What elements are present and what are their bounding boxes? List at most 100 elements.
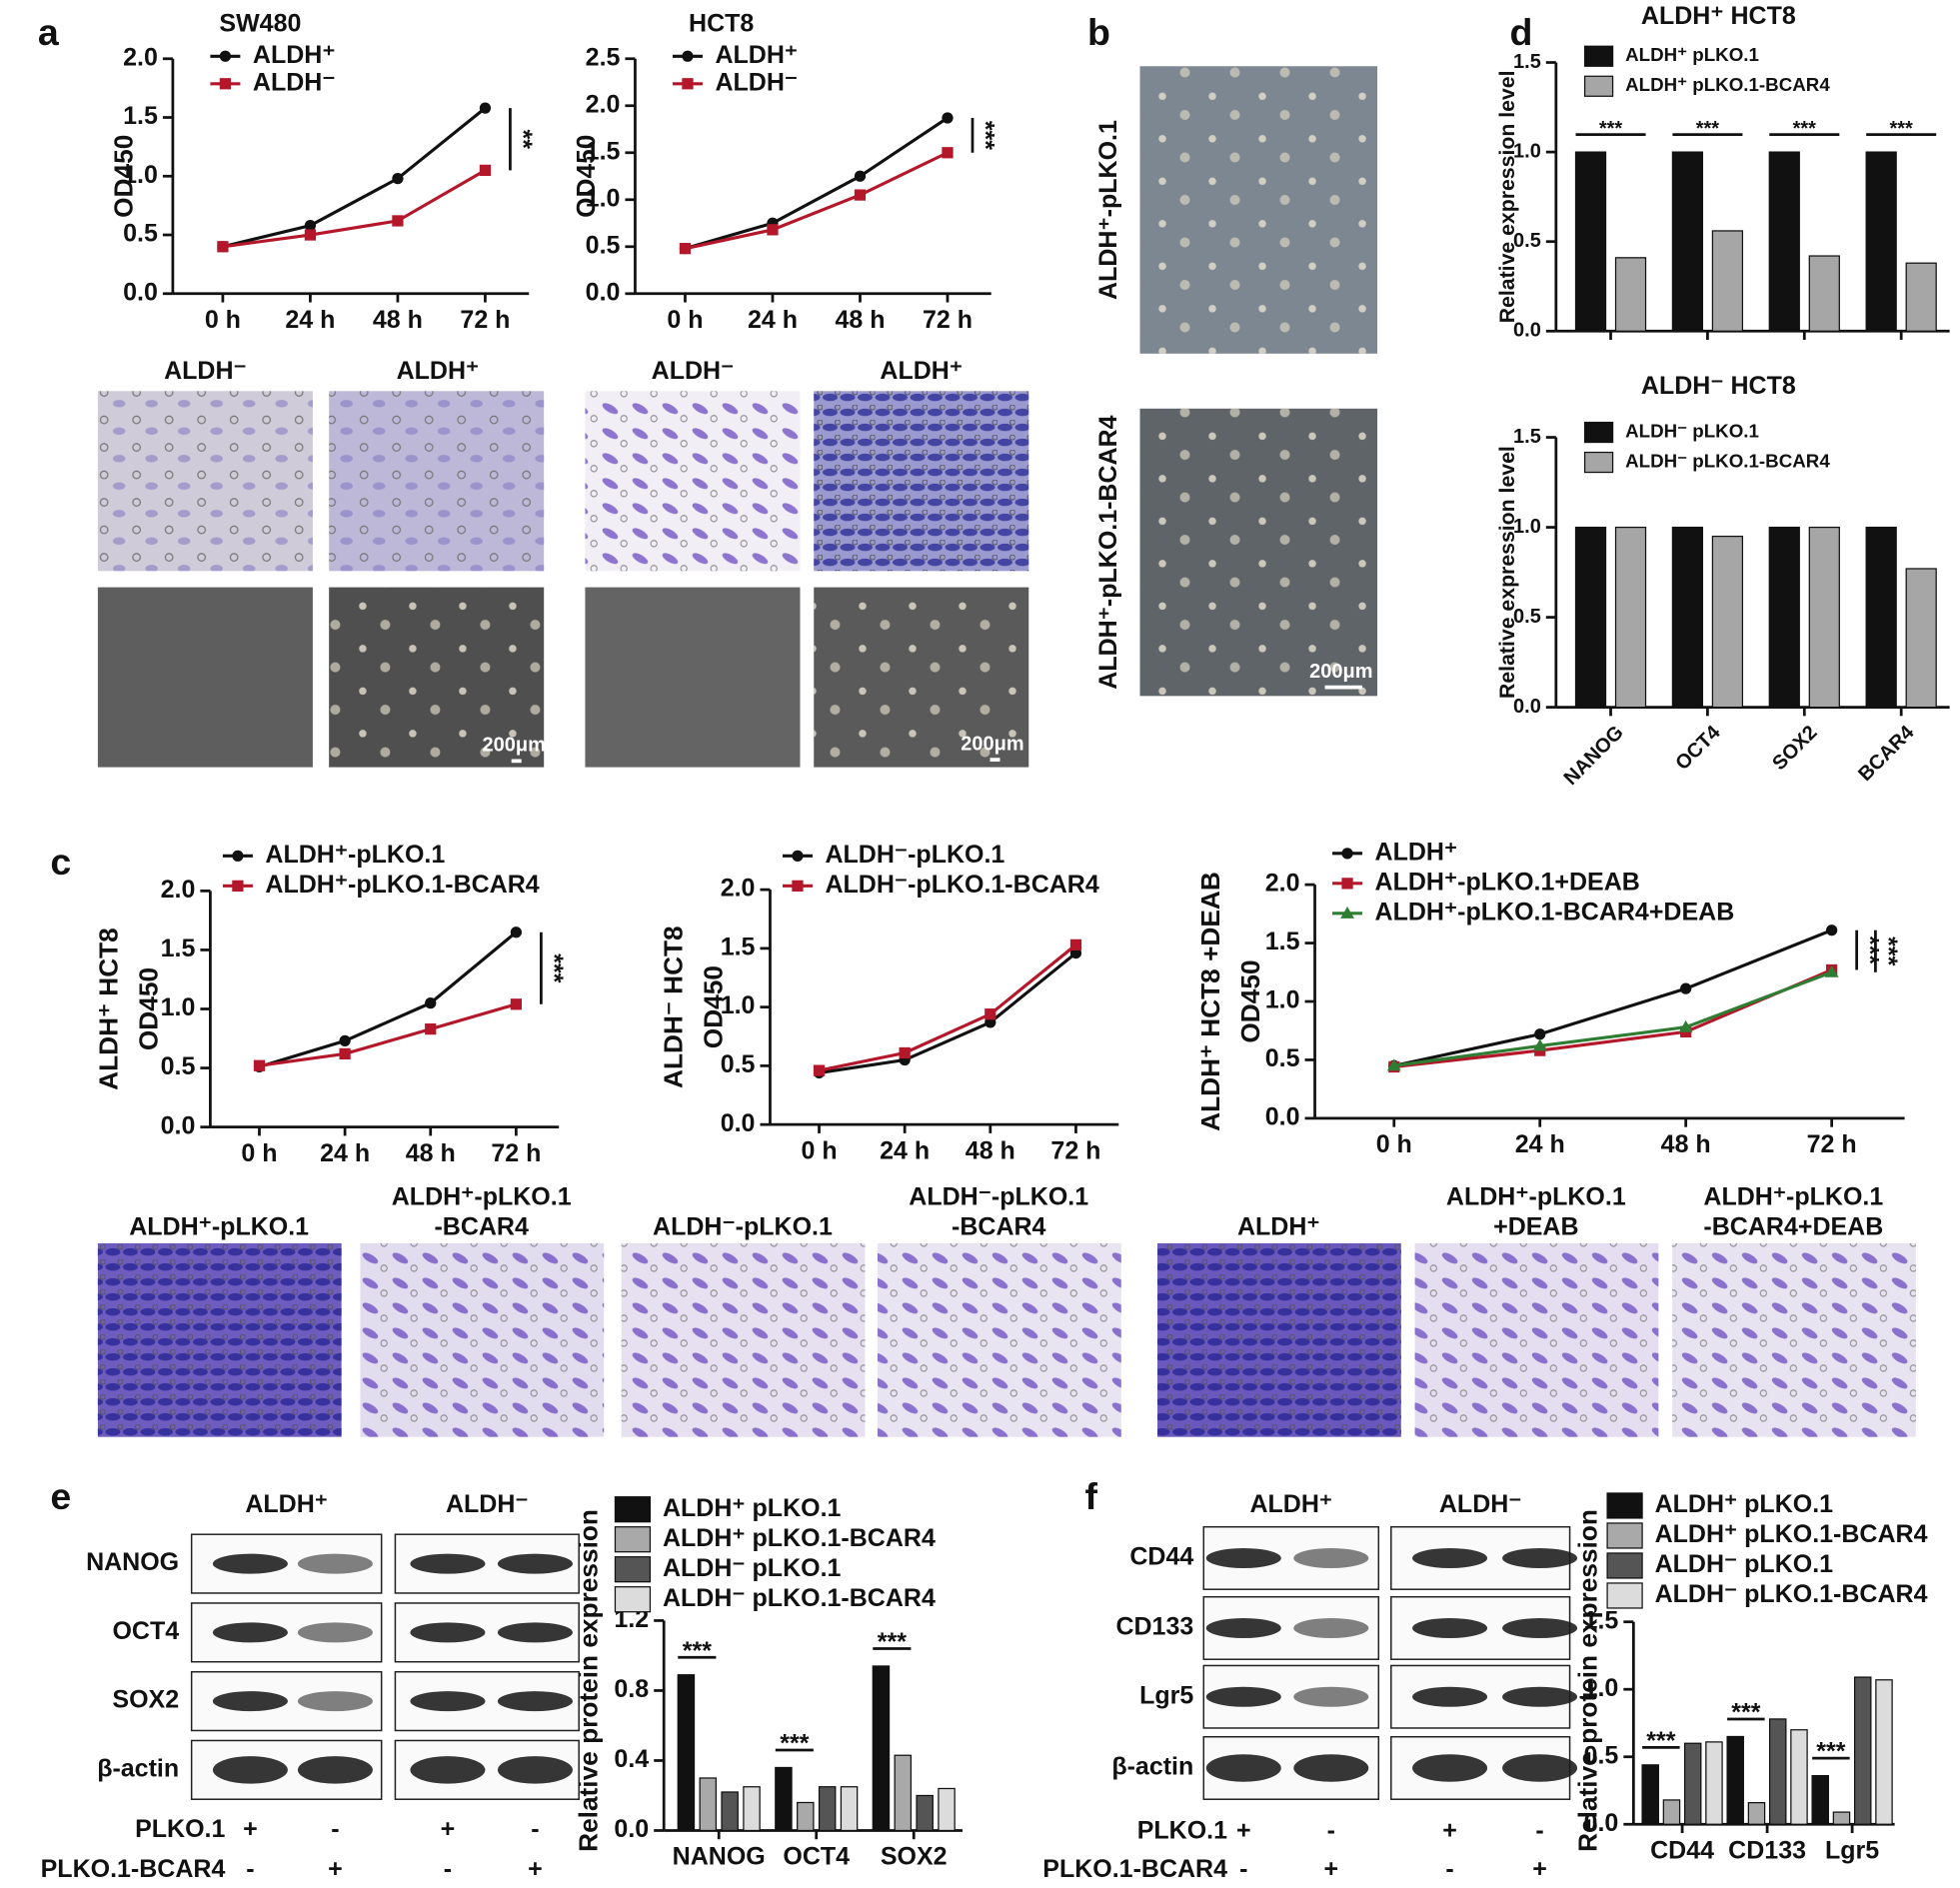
bar <box>1574 151 1607 332</box>
bar <box>1853 1676 1872 1825</box>
micrograph-texture <box>329 587 545 768</box>
bar <box>1711 535 1744 709</box>
legend-swatch <box>614 1556 652 1583</box>
micrograph-label: ALDH⁺-pLKO.1 <box>1703 1183 1883 1211</box>
x-tick-label: 24 h <box>1515 1130 1565 1158</box>
y-tick-label: 0.5 <box>161 1052 196 1080</box>
point <box>854 170 867 182</box>
series-line <box>819 951 1077 1074</box>
bar <box>1711 230 1744 332</box>
y-axis-label: OD450 <box>1235 959 1265 1042</box>
y-tick-label: 0.5 <box>1584 1741 1619 1769</box>
y-tick-label: 1.0 <box>721 991 756 1019</box>
micrograph-label: ALDH⁻ <box>652 357 735 385</box>
point <box>1534 1028 1546 1040</box>
y-tick-label: 1.5 <box>1513 51 1541 73</box>
treatment-sign: + <box>1532 1855 1547 1883</box>
y-axis-label: OD450 <box>108 135 138 218</box>
y-tick-label: 2.0 <box>721 875 756 903</box>
x-tick-label: OCT4 <box>783 1843 850 1871</box>
blot-band <box>297 1691 373 1712</box>
blot-band <box>1205 1547 1281 1568</box>
legend-swatch <box>1583 421 1614 444</box>
micrograph-label: ALDH⁻-pLKO.1 <box>653 1213 833 1241</box>
bar <box>1808 255 1840 332</box>
legend-label: ALDH⁺ <box>715 41 798 69</box>
y-tick-label: 0.5 <box>586 231 621 259</box>
series-line <box>819 944 1077 1072</box>
micrograph-label: -BCAR4 <box>434 1213 529 1241</box>
blot-band <box>212 1622 288 1643</box>
significance-label: ** <box>509 130 537 150</box>
significance-label: *** <box>1599 118 1623 140</box>
y-tick-label: 0.5 <box>1265 1044 1300 1072</box>
x-tick-label: 0 h <box>1376 1130 1412 1158</box>
legend-marker <box>682 50 694 62</box>
legend-label: ALDH⁺ pLKO.1-BCAR4 <box>663 1524 936 1552</box>
point <box>1678 1019 1693 1032</box>
x-tick-label: 72 h <box>1050 1136 1100 1164</box>
bar <box>1768 151 1800 332</box>
micrograph <box>585 587 801 768</box>
bar <box>818 1786 837 1832</box>
y-axis-label: ALDH⁺ HCT8 +DEAB <box>1195 872 1225 1131</box>
bar <box>1811 1775 1829 1825</box>
blot-band <box>1502 1547 1578 1568</box>
y-axis-label: ALDH⁺ HCT8 <box>93 928 123 1090</box>
point <box>304 220 317 232</box>
point <box>392 215 404 227</box>
point <box>479 164 492 177</box>
y-tick-label: 1.0 <box>1265 986 1300 1014</box>
legend-label: ALDH⁺ pLKO.1-BCAR4 <box>1625 74 1830 95</box>
x-tick-label: 48 h <box>966 1136 1015 1164</box>
significance-label: *** <box>683 1637 712 1665</box>
y-axis-label: OD450 <box>133 967 163 1050</box>
bar <box>938 1787 956 1832</box>
y-tick-label: 1.5 <box>123 102 158 130</box>
row-label: SOX2 <box>112 1686 179 1714</box>
bar <box>1614 257 1647 332</box>
legend-label: ALDH⁺ <box>253 41 336 69</box>
chart-title: ALDH⁺ HCT8 <box>1641 2 1796 30</box>
y-tick-label: 1.5 <box>1265 928 1300 955</box>
x-tick-label: OCT4 <box>1671 721 1725 775</box>
significance-label: *** <box>540 953 568 982</box>
legend-swatch <box>1606 1522 1643 1549</box>
y-tick-label: 1.5 <box>1513 426 1541 448</box>
legend-label: ALDH⁺ pLKO.1 <box>1655 1490 1834 1518</box>
y-tick-label: 0.0 <box>123 278 158 306</box>
blot-band <box>1412 1754 1488 1782</box>
blot-band <box>212 1691 288 1712</box>
bar <box>1905 568 1937 709</box>
y-tick-label: 0.4 <box>614 1745 649 1773</box>
x-tick-label: BCAR4 <box>1854 721 1919 786</box>
series-line <box>685 151 949 251</box>
significance-label: *** <box>1696 118 1720 140</box>
y-axis-label: Relative expression level <box>1495 71 1519 324</box>
panel-label: c <box>50 841 71 883</box>
point <box>510 998 523 1010</box>
point <box>253 1059 266 1071</box>
point <box>510 927 523 939</box>
y-tick-label: 2.0 <box>586 90 621 118</box>
point <box>899 1046 911 1059</box>
micrograph-label: ALDH⁺ <box>397 357 480 385</box>
micrograph-texture <box>877 1242 1121 1437</box>
significance-label: *** <box>878 1628 907 1656</box>
micrograph-texture <box>1139 66 1378 354</box>
micrograph-label: ALDH⁺-pLKO.1 <box>1094 120 1122 300</box>
bar <box>1671 151 1704 332</box>
significance-label: *** <box>1855 936 1883 964</box>
treatment-sign: - <box>331 1815 339 1843</box>
bar <box>1865 526 1897 709</box>
x-tick-label: NANOG <box>673 1843 766 1871</box>
micrograph-texture <box>1414 1242 1659 1437</box>
legend-swatch <box>1583 45 1614 67</box>
y-tick-label: 1.5 <box>586 137 621 165</box>
series-line <box>685 116 949 251</box>
y-tick-label: 1.0 <box>161 993 196 1021</box>
bar <box>1683 1742 1702 1825</box>
bar <box>1865 151 1897 332</box>
legend-marker <box>682 78 694 90</box>
x-tick-label: NANOG <box>1560 722 1628 790</box>
